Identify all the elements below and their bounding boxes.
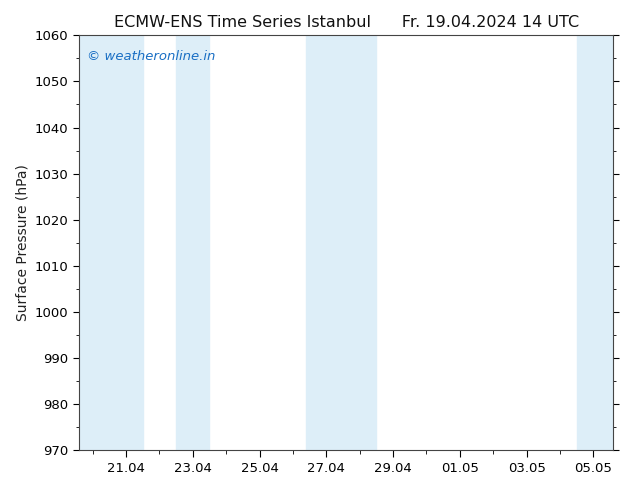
Title: ECMW-ENS Time Series Istanbul      Fr. 19.04.2024 14 UTC: ECMW-ENS Time Series Istanbul Fr. 19.04.… (113, 15, 579, 30)
Bar (176, 35, 209, 450)
Bar (306, 35, 377, 450)
Bar (577, 35, 614, 450)
Y-axis label: Surface Pressure (hPa): Surface Pressure (hPa) (15, 164, 29, 321)
Bar (79, 35, 143, 450)
Text: © weatheronline.in: © weatheronline.in (87, 50, 215, 63)
